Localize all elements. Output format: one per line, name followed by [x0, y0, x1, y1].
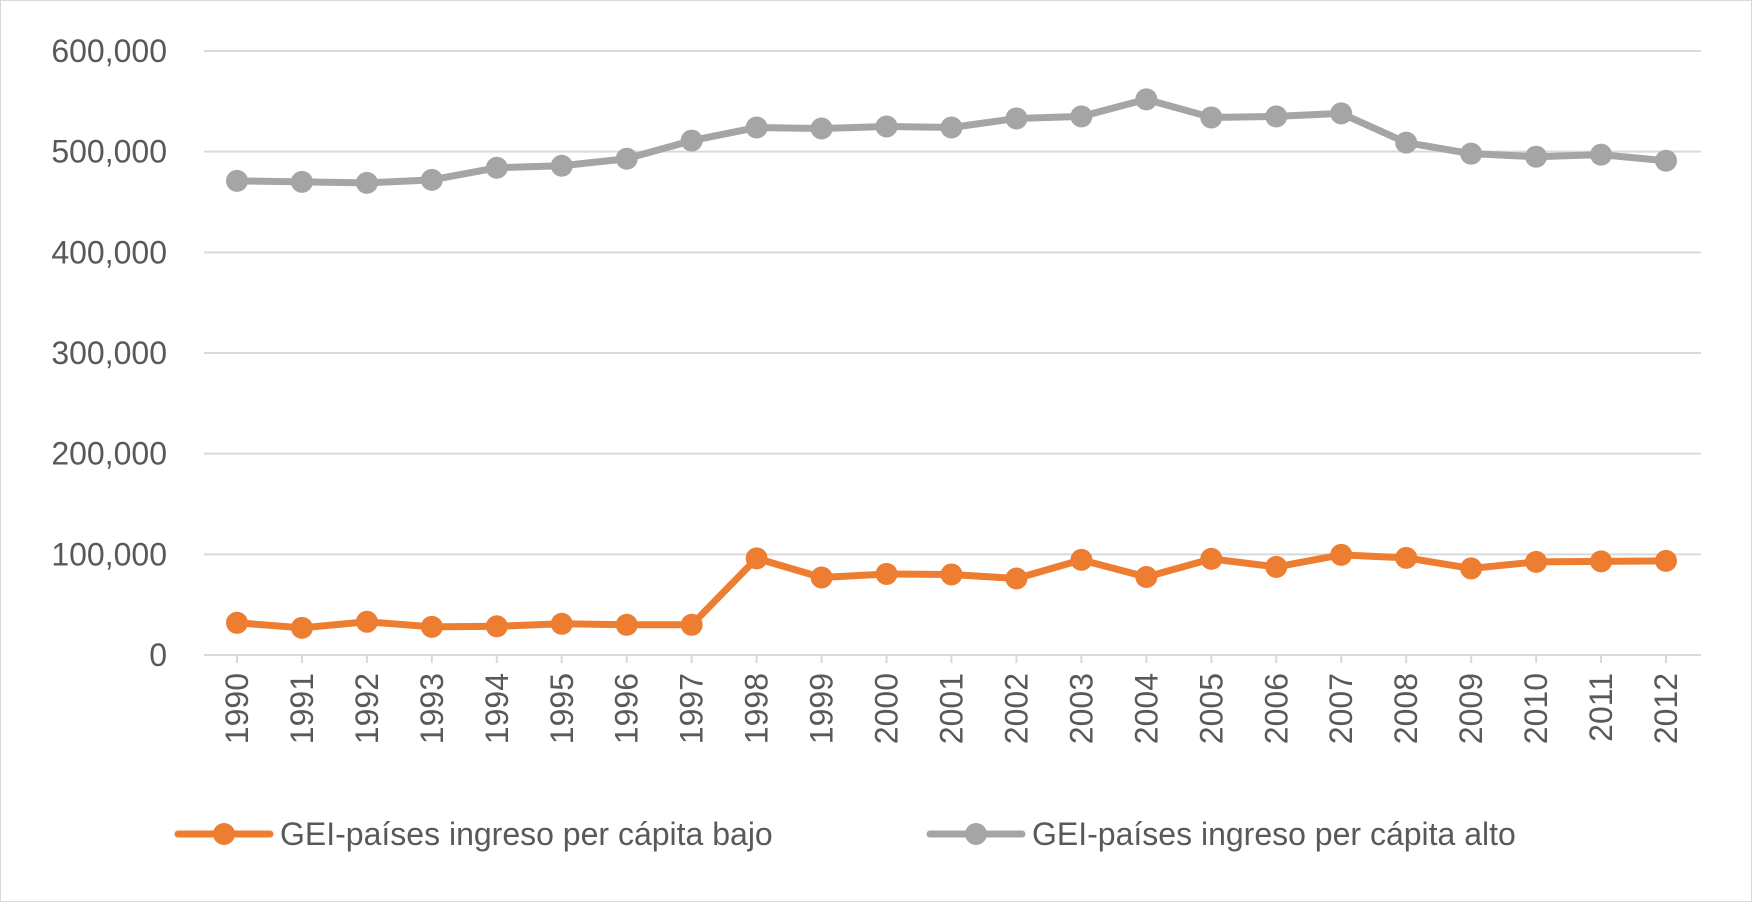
- data-point[interactable]: [1460, 142, 1483, 165]
- data-point[interactable]: [1395, 131, 1418, 154]
- x-tick-label: 2012: [1648, 673, 1684, 744]
- x-tick-label: 2007: [1323, 673, 1359, 744]
- legend[interactable]: GEI-países ingreso per cápita bajo GEI-pa…: [174, 816, 1516, 852]
- data-point[interactable]: [290, 170, 313, 193]
- y-tick-label: 400,000: [51, 234, 167, 270]
- x-tick-label: 2003: [1063, 673, 1099, 744]
- gridlines: [204, 50, 1701, 656]
- x-tick-label: 2002: [998, 673, 1034, 744]
- y-axis: 0 100,000 200,000 300,000 400,000 500,000 600,…: [51, 33, 167, 673]
- data-point[interactable]: [290, 616, 313, 639]
- data-point[interactable]: [680, 613, 703, 636]
- data-point[interactable]: [1460, 557, 1483, 580]
- data-point[interactable]: [680, 129, 703, 152]
- data-point[interactable]: [1135, 565, 1158, 588]
- data-point[interactable]: [875, 115, 898, 138]
- series-bajo: [226, 543, 1677, 639]
- data-point[interactable]: [745, 547, 768, 570]
- data-point[interactable]: [810, 117, 833, 140]
- data-point[interactable]: [485, 156, 508, 179]
- data-point[interactable]: [1200, 106, 1223, 129]
- y-tick-label: 500,000: [51, 134, 167, 170]
- data-point[interactable]: [1070, 548, 1093, 571]
- x-tick-label: 1992: [349, 673, 385, 744]
- data-point[interactable]: [1265, 555, 1288, 578]
- x-tick-label: 2001: [934, 673, 970, 744]
- x-tick-label: 2006: [1258, 673, 1294, 744]
- x-tick-label: 1995: [544, 673, 580, 744]
- data-point[interactable]: [355, 610, 378, 633]
- data-point[interactable]: [1200, 547, 1223, 570]
- data-point[interactable]: [226, 611, 248, 634]
- data-point[interactable]: [745, 116, 768, 139]
- data-point[interactable]: [1655, 549, 1677, 572]
- data-point[interactable]: [1330, 102, 1353, 125]
- x-tick-label: 2008: [1388, 673, 1424, 744]
- data-point[interactable]: [1005, 567, 1028, 590]
- data-point[interactable]: [875, 562, 898, 585]
- data-point[interactable]: [1525, 550, 1548, 573]
- legend-label: GEI-países ingreso per cápita alto: [1032, 816, 1516, 852]
- x-axis: 1990 1991 1992 1993 1994 1995 1996 1997 1998 1999…: [219, 655, 1684, 744]
- series-alto: [226, 88, 1677, 194]
- data-point[interactable]: [1590, 143, 1613, 166]
- x-tick-label: 2009: [1453, 673, 1489, 744]
- data-point[interactable]: [1525, 145, 1548, 168]
- data-point[interactable]: [355, 171, 378, 194]
- x-tick-label: 2011: [1583, 673, 1619, 742]
- x-tick-label: 1999: [804, 673, 840, 744]
- x-tick-label: 2010: [1518, 673, 1554, 744]
- data-point[interactable]: [1330, 543, 1353, 566]
- x-tick-label: 1990: [219, 673, 255, 744]
- x-tick-label: 1991: [284, 673, 320, 744]
- data-point[interactable]: [940, 563, 963, 586]
- data-point[interactable]: [226, 169, 248, 192]
- data-point[interactable]: [940, 116, 963, 139]
- data-point[interactable]: [1005, 107, 1028, 130]
- data-point[interactable]: [1395, 546, 1418, 569]
- y-tick-label: 300,000: [51, 335, 167, 371]
- data-point[interactable]: [615, 613, 638, 636]
- x-tick-label: 1996: [609, 673, 645, 744]
- data-point[interactable]: [1590, 550, 1613, 573]
- x-tick-label: 1993: [414, 673, 450, 744]
- x-tick-label: 1997: [674, 673, 710, 744]
- data-point[interactable]: [1655, 149, 1677, 172]
- legend-swatch-marker: [965, 823, 987, 845]
- x-tick-label: 2004: [1128, 673, 1164, 744]
- legend-label: GEI-países ingreso per cápita bajo: [280, 816, 773, 852]
- data-point[interactable]: [810, 566, 833, 589]
- y-tick-label: 0: [149, 637, 167, 673]
- series-line[interactable]: [233, 95, 1670, 187]
- legend-item-bajo[interactable]: GEI-países ingreso per cápita bajo: [174, 816, 773, 852]
- data-point[interactable]: [420, 615, 443, 638]
- data-point[interactable]: [1265, 105, 1288, 128]
- data-point[interactable]: [1070, 105, 1093, 128]
- data-point[interactable]: [550, 154, 573, 177]
- data-point[interactable]: [615, 147, 638, 170]
- y-tick-label: 100,000: [51, 536, 167, 572]
- data-point[interactable]: [485, 615, 508, 638]
- y-tick-label: 200,000: [51, 436, 167, 472]
- series-layer: [226, 88, 1677, 639]
- x-tick-label: 1998: [739, 673, 775, 744]
- x-tick-label: 1994: [479, 673, 515, 744]
- data-point[interactable]: [550, 612, 573, 635]
- data-point[interactable]: [1135, 88, 1158, 111]
- x-tick-label: 2005: [1193, 673, 1229, 744]
- legend-item-alto[interactable]: GEI-países ingreso per cápita alto: [926, 816, 1516, 852]
- data-point[interactable]: [420, 168, 443, 191]
- legend-swatch-marker: [213, 823, 235, 845]
- x-tick-label: 2000: [869, 673, 905, 744]
- y-tick-label: 600,000: [51, 33, 167, 69]
